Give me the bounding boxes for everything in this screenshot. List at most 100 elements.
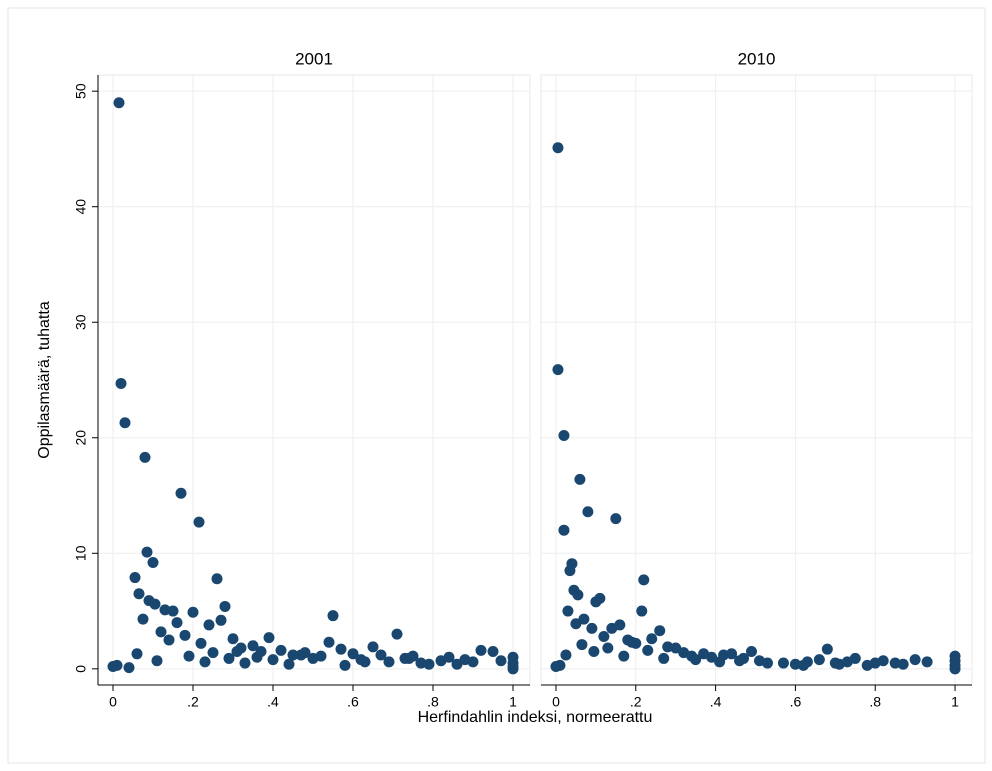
point	[889, 657, 901, 669]
point	[423, 658, 435, 670]
y-tick-label: 10	[73, 545, 89, 561]
point	[111, 659, 123, 671]
point	[451, 658, 463, 670]
point	[734, 655, 746, 667]
point	[159, 604, 171, 616]
plot-area	[97, 74, 531, 686]
x-tick-label: .8	[427, 694, 439, 710]
x-tick-label: .2	[630, 694, 642, 710]
point	[403, 652, 415, 664]
point	[183, 650, 195, 662]
point	[582, 506, 594, 518]
point	[207, 647, 219, 659]
point	[283, 658, 295, 670]
point	[690, 654, 702, 666]
point	[163, 634, 175, 646]
point	[586, 622, 598, 634]
point	[626, 636, 638, 648]
point	[921, 656, 933, 668]
point	[475, 644, 487, 656]
point	[574, 473, 586, 485]
point	[949, 663, 961, 675]
point	[646, 633, 658, 645]
x-axis-title: Herfindahlin indeksi, normeerattu	[418, 709, 653, 726]
point	[558, 429, 570, 441]
panel-title: 2010	[738, 49, 776, 68]
point	[552, 364, 564, 376]
point	[323, 636, 335, 648]
point	[123, 662, 135, 674]
point	[562, 605, 574, 617]
point	[359, 656, 371, 668]
point	[564, 565, 576, 577]
y-tick-label: 40	[73, 199, 89, 215]
point	[149, 598, 161, 610]
panel-title: 2001	[295, 49, 333, 68]
point	[614, 619, 626, 631]
point	[658, 652, 670, 664]
point	[821, 643, 833, 655]
point	[203, 619, 215, 631]
x-tick-label: .6	[790, 694, 802, 710]
y-tick-label: 30	[73, 314, 89, 330]
point	[295, 649, 307, 661]
point	[131, 648, 143, 660]
point	[129, 572, 141, 584]
point	[636, 605, 648, 617]
x-tick-label: .8	[869, 694, 881, 710]
point	[139, 451, 151, 463]
point	[339, 659, 351, 671]
point	[598, 630, 610, 642]
point	[227, 633, 239, 645]
point	[797, 659, 809, 671]
point	[155, 626, 167, 638]
point	[119, 417, 131, 429]
point	[467, 656, 479, 668]
point	[275, 644, 287, 656]
point	[714, 656, 726, 668]
point	[726, 648, 738, 660]
point	[443, 651, 455, 663]
point	[813, 654, 825, 666]
point	[746, 645, 758, 657]
x-tick-label: 1	[509, 694, 517, 710]
point	[909, 654, 921, 666]
point	[179, 629, 191, 641]
point	[507, 663, 519, 675]
point	[287, 649, 299, 661]
point	[572, 589, 584, 601]
point	[211, 573, 223, 585]
point	[761, 657, 773, 669]
x-tick-label: .6	[347, 694, 359, 710]
point	[133, 588, 145, 600]
point	[315, 650, 327, 662]
point	[199, 656, 211, 668]
point	[833, 658, 845, 670]
point	[175, 487, 187, 499]
point	[602, 642, 614, 654]
point	[367, 641, 379, 653]
point	[247, 640, 259, 652]
point	[487, 645, 499, 657]
point	[706, 651, 718, 663]
point	[215, 614, 227, 626]
point	[251, 651, 263, 663]
point	[375, 649, 387, 661]
point	[576, 639, 588, 651]
x-tick-label: 0	[109, 694, 117, 710]
point	[594, 592, 606, 604]
y-tick-label: 50	[73, 83, 89, 99]
point	[115, 377, 127, 389]
point	[113, 97, 125, 109]
point	[147, 557, 159, 569]
point	[877, 655, 889, 667]
point	[195, 637, 207, 649]
y-axis-title: Oppilasmäärä, tuhatta	[36, 301, 53, 459]
point	[219, 600, 231, 612]
point	[171, 617, 183, 629]
point	[670, 642, 682, 654]
point	[638, 574, 650, 586]
y-tick-label: 20	[73, 430, 89, 446]
x-tick-label: .4	[710, 694, 722, 710]
point	[654, 625, 666, 637]
